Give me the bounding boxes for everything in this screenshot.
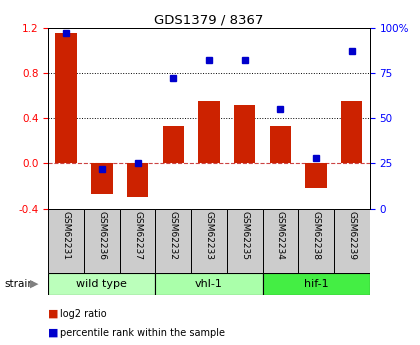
Text: GSM62237: GSM62237: [133, 211, 142, 260]
Text: GSM62239: GSM62239: [347, 211, 356, 260]
Bar: [55, 33, 77, 164]
Bar: [227, 209, 262, 273]
Text: GSM62238: GSM62238: [312, 211, 320, 260]
Bar: [341, 101, 362, 164]
Text: GSM62232: GSM62232: [169, 211, 178, 259]
Bar: [262, 209, 298, 273]
Text: GSM62235: GSM62235: [240, 211, 249, 260]
Bar: [155, 209, 191, 273]
Bar: [191, 209, 227, 273]
Text: strain: strain: [4, 279, 34, 289]
Bar: [198, 101, 220, 164]
Bar: [234, 105, 255, 164]
Text: hif-1: hif-1: [304, 279, 328, 289]
Bar: [262, 273, 370, 295]
Bar: [120, 209, 155, 273]
Bar: [305, 164, 327, 188]
Bar: [48, 273, 155, 295]
Text: ▶: ▶: [30, 279, 39, 289]
Bar: [48, 209, 84, 273]
Text: GSM62234: GSM62234: [276, 211, 285, 259]
Text: GSM62233: GSM62233: [205, 211, 213, 260]
Text: GSM62236: GSM62236: [97, 211, 106, 260]
Bar: [270, 126, 291, 164]
Bar: [334, 209, 370, 273]
Bar: [127, 164, 148, 197]
Text: GSM62231: GSM62231: [62, 211, 71, 260]
Bar: [155, 273, 262, 295]
Bar: [91, 164, 113, 194]
Text: percentile rank within the sample: percentile rank within the sample: [60, 328, 225, 338]
Text: log2 ratio: log2 ratio: [60, 309, 107, 319]
Bar: [84, 209, 120, 273]
Title: GDS1379 / 8367: GDS1379 / 8367: [154, 13, 264, 27]
Text: ■: ■: [48, 309, 59, 319]
Text: vhl-1: vhl-1: [195, 279, 223, 289]
Bar: [298, 209, 334, 273]
Bar: [163, 126, 184, 164]
Text: ■: ■: [48, 328, 59, 338]
Text: wild type: wild type: [76, 279, 127, 289]
